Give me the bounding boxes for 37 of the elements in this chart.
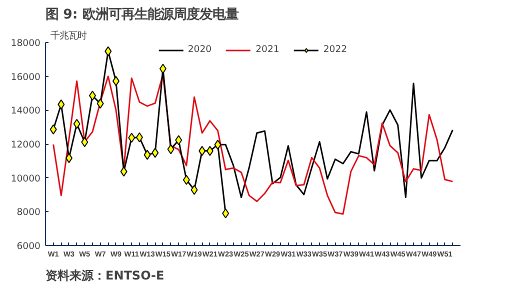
- point: [222, 208, 230, 218]
- y-tick-label: 6000: [16, 241, 41, 252]
- point: [104, 46, 112, 56]
- point: [112, 76, 120, 86]
- point: [65, 153, 72, 164]
- point: [96, 98, 104, 109]
- point: [190, 184, 198, 195]
- point: [175, 135, 182, 146]
- y-tick-label: 14000: [10, 106, 41, 117]
- point: [73, 118, 80, 129]
- legend-label: 2022: [323, 44, 348, 55]
- point: [136, 132, 143, 142]
- point: [120, 166, 128, 177]
- point: [50, 124, 57, 134]
- legend-label: 2020: [188, 44, 212, 55]
- point: [198, 146, 206, 156]
- point: [206, 146, 214, 156]
- y-tick-label: 18000: [10, 38, 41, 49]
- chart-title: 图 9: 欧洲可再生能源周度发电量: [46, 6, 238, 22]
- point: [159, 64, 166, 74]
- point: [167, 144, 174, 154]
- legend-label: 2021: [256, 44, 280, 55]
- point: [128, 132, 136, 143]
- line-series: [52, 74, 454, 215]
- text: 资料来源：ENTSO-E: [46, 268, 164, 282]
- point: [152, 148, 159, 158]
- y-tick-label: 16000: [10, 72, 41, 83]
- y-axis-title: 千兆瓦时: [50, 30, 86, 42]
- point: [58, 99, 65, 110]
- point: [182, 174, 190, 185]
- y-tick-label: 10000: [10, 173, 41, 184]
- point: [81, 137, 88, 148]
- point: [144, 150, 151, 160]
- point: [214, 140, 222, 150]
- y-tick-label: 8000: [16, 207, 41, 218]
- point: [88, 90, 96, 101]
- y-tick-label: 12000: [10, 140, 41, 150]
